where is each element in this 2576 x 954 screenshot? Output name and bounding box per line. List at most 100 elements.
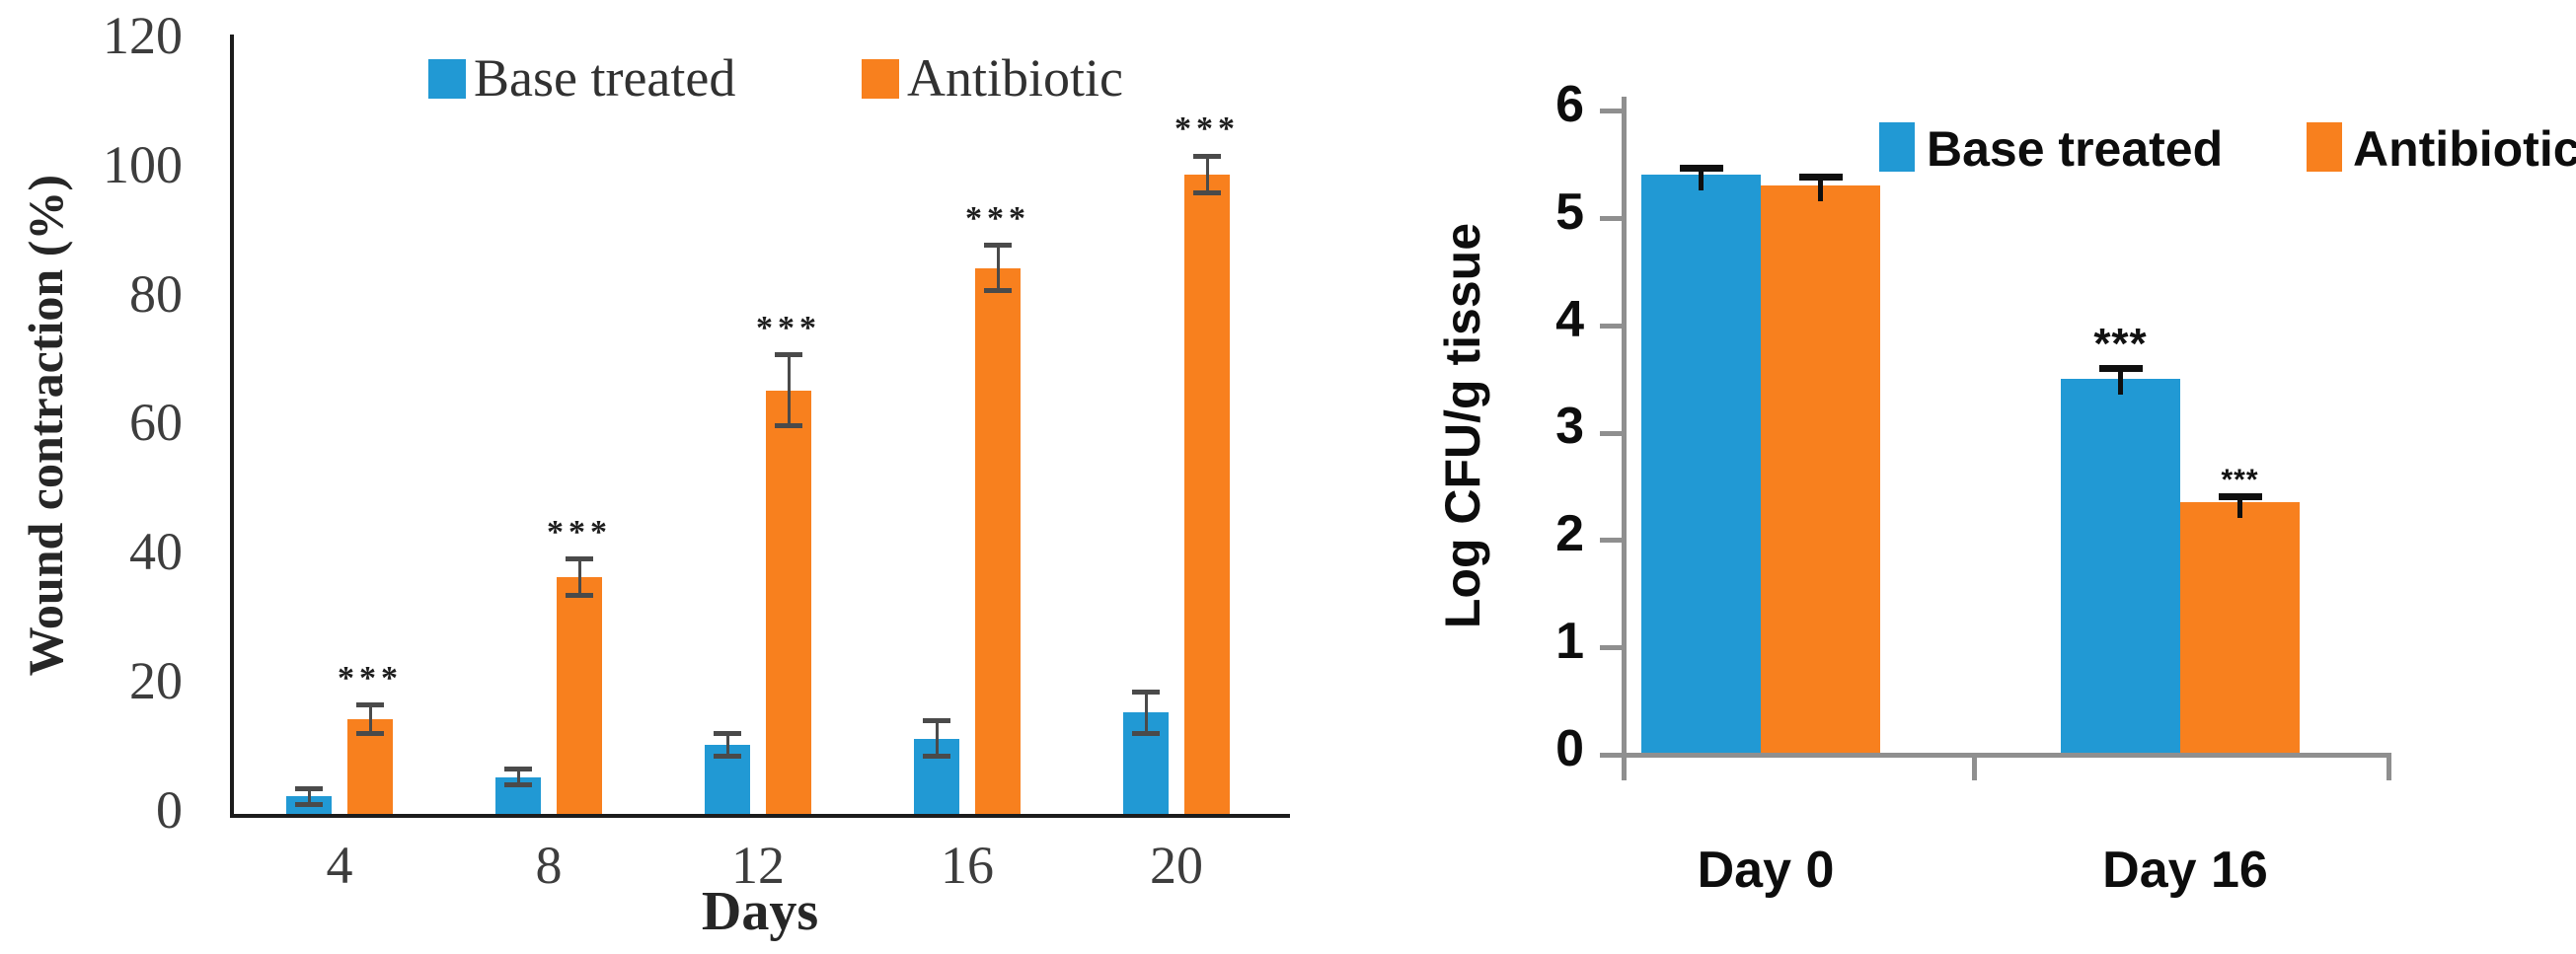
- error-bar-cap-top: [714, 730, 741, 736]
- x-category-label-20: 20: [1150, 836, 1203, 895]
- significance-stars: ***: [756, 309, 821, 346]
- y-tick-label-5: 5: [1555, 183, 1584, 241]
- legend-label-antibiotic: Antibiotic: [2353, 121, 2576, 177]
- error-bar-cap-top: [356, 702, 384, 708]
- y-tick-mark: [1599, 753, 1622, 758]
- y-axis-title-text: Log CFU/g tissue: [1435, 222, 1490, 629]
- bar-antibiotic-20: [1184, 174, 1230, 816]
- error-bar-cap-bottom: [295, 801, 323, 807]
- error-bar-cap-top: [2098, 364, 2143, 372]
- x-axis-line: [230, 814, 1290, 818]
- y-tick-mark: [1599, 645, 1622, 651]
- error-bar-stem: [2118, 368, 2123, 396]
- bar-antibiotic-day-16: [2180, 502, 2300, 755]
- y-tick-label-60: 60: [129, 393, 183, 453]
- x-axis-title: Days: [701, 881, 819, 942]
- x-category-label-8: 8: [535, 836, 563, 895]
- x-category-label-12: 12: [731, 836, 785, 895]
- y-tick-label-1: 1: [1555, 612, 1584, 670]
- y-tick-mark: [1599, 430, 1622, 436]
- error-bar-cap-top: [566, 556, 593, 562]
- error-bar-cap-top: [1132, 690, 1160, 696]
- y-tick-label-3: 3: [1555, 398, 1584, 456]
- error-bar-stem: [307, 788, 311, 805]
- error-bar-cap-bottom: [714, 754, 741, 760]
- error-bar-cap-bottom: [566, 593, 593, 598]
- y-tick-mark: [1599, 216, 1622, 221]
- x-category-label-day-16: Day 16: [2102, 842, 2268, 899]
- error-bar-stem: [935, 720, 939, 757]
- bar-antibiotic-16: [975, 267, 1021, 816]
- error-bar-cap-top: [923, 717, 950, 723]
- error-bar-cap-top: [1798, 174, 1843, 182]
- legend-swatch-antibiotic: [862, 59, 899, 99]
- legend-swatch-base-treated: [428, 59, 466, 99]
- error-bar-stem: [1818, 177, 1823, 202]
- y-tick-label-40: 40: [129, 522, 183, 582]
- legend-swatch-antibiotic: [2307, 122, 2342, 172]
- error-bar-cap-top: [775, 352, 802, 358]
- error-bar-stem: [1144, 692, 1148, 734]
- x-category-label-day-0: Day 0: [1697, 842, 1835, 899]
- x-tick-mark: [2387, 755, 2391, 780]
- significance-stars: ***: [2221, 463, 2259, 496]
- y-tick-label-20: 20: [129, 650, 183, 710]
- error-bar-stem: [725, 733, 729, 757]
- y-tick-label-100: 100: [103, 135, 183, 195]
- x-tick-mark: [1622, 755, 1627, 780]
- significance-stars: ***: [338, 659, 403, 697]
- error-bar-cap-bottom: [356, 730, 384, 736]
- y-tick-label-0: 0: [156, 779, 183, 840]
- error-bar-cap-bottom: [775, 423, 802, 429]
- bar-antibiotic-8: [557, 577, 602, 816]
- error-bar-cap-top: [984, 243, 1012, 249]
- y-tick-label-4: 4: [1555, 290, 1584, 348]
- y-axis-line: [230, 35, 234, 818]
- y-tick-label-120: 120: [103, 6, 183, 66]
- legend-label-base-treated: Base treated: [474, 48, 736, 108]
- error-bar-cap-bottom: [1132, 730, 1160, 736]
- error-bar-cap-bottom: [504, 782, 532, 788]
- error-bar-cap-top: [1679, 165, 1723, 173]
- bar-base-treated-day-16: [2061, 379, 2180, 755]
- legend-label-base-treated: Base treated: [1927, 121, 2224, 177]
- y-tick-label-80: 80: [129, 263, 183, 324]
- y-axis-title: Log CFU/g tissue: [1428, 97, 1497, 755]
- y-tick-label-0: 0: [1555, 719, 1584, 777]
- significance-stars: ***: [965, 199, 1030, 237]
- error-bar-stem: [787, 354, 791, 426]
- error-bar-stem: [516, 769, 520, 785]
- error-bar-stem: [1205, 156, 1209, 193]
- y-tick-label-2: 2: [1555, 505, 1584, 563]
- error-bar-cap-bottom: [923, 754, 950, 760]
- significance-stars: ***: [547, 513, 612, 550]
- error-bar-stem: [368, 704, 372, 734]
- bar-base-treated-day-0: [1641, 175, 1761, 755]
- error-bar-stem: [996, 245, 1000, 291]
- error-bar-cap-top: [1193, 153, 1221, 159]
- error-bar-stem: [2237, 496, 2242, 519]
- legend-swatch-base-treated: [1879, 122, 1915, 172]
- y-tick-mark: [1599, 323, 1622, 329]
- bar-antibiotic-12: [766, 390, 811, 816]
- y-tick-mark: [1599, 109, 1622, 114]
- bar-antibiotic-day-0: [1761, 185, 1880, 755]
- x-category-label-16: 16: [941, 836, 994, 895]
- legend-label-antibiotic: Antibiotic: [907, 48, 1123, 108]
- error-bar-stem: [1699, 168, 1704, 191]
- significance-stars: ***: [2093, 320, 2148, 369]
- y-tick-mark: [1599, 538, 1622, 544]
- error-bar-cap-top: [2218, 493, 2262, 501]
- error-bar-cap-bottom: [984, 287, 1012, 293]
- error-bar-stem: [577, 558, 581, 596]
- x-axis-line: [1621, 752, 2391, 758]
- x-category-label-4: 4: [326, 836, 353, 895]
- y-tick-label-6: 6: [1555, 75, 1584, 133]
- significance-stars: ***: [1174, 110, 1240, 148]
- y-axis-line: [1621, 97, 1627, 758]
- error-bar-cap-bottom: [1193, 189, 1221, 195]
- error-bar-cap-top: [295, 786, 323, 792]
